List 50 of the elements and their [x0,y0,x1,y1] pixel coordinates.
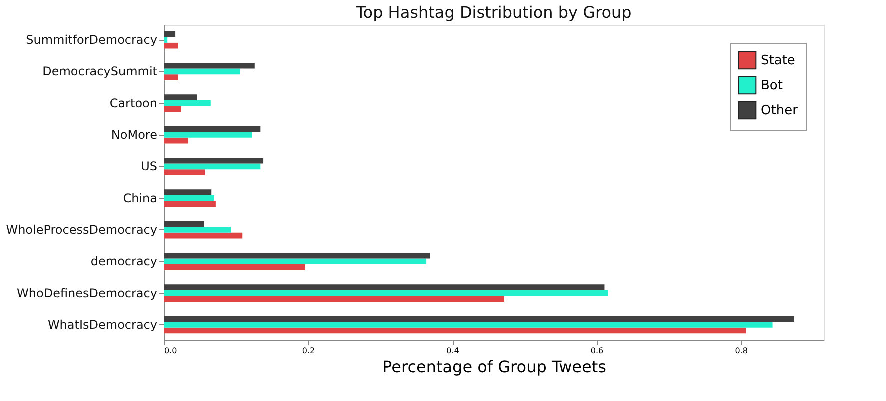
x-tick-label: 0.8 [735,346,748,356]
bar [164,190,212,196]
bar [164,138,189,144]
bar [164,158,264,164]
y-tick-label: Cartoon [110,96,158,110]
y-tick-label: NoMore [111,128,158,142]
bar [164,258,427,265]
bar [164,100,211,106]
chart-title: Top Hashtag Distribution by Group [355,3,632,22]
bar [164,37,168,43]
bar [164,316,794,322]
bar [164,201,216,208]
legend-label: Other [761,104,799,118]
bar [164,290,608,296]
bar [164,328,746,334]
bar [164,221,204,228]
bar [164,94,198,100]
x-axis-title: Percentage of Group Tweets [382,358,606,376]
bar [164,132,252,138]
y-tick-label: WhoDefinesDemocracy [17,286,158,300]
y-tick-label: SummitforDemocracy [26,33,158,48]
y-tick-label: China [123,191,158,206]
bar [164,68,240,75]
bar [164,31,176,38]
x-tick-label: 0.0 [164,346,178,356]
bar [164,170,206,176]
x-tick-label: 0.2 [302,346,316,356]
y-tick-label: US [141,160,158,174]
legend-label: Bot [761,78,783,94]
bar [164,62,255,69]
legend-label: State [761,54,796,68]
bar [164,284,605,290]
y-tick-label: democracy [90,254,158,269]
bar [164,164,261,170]
bar [164,322,773,328]
y-tick-label: WholeProcessDemocracy [6,222,158,237]
bar [164,126,261,132]
y-tick-label: WhatIsDemocracy [48,318,158,332]
x-tick-label: 0.4 [446,346,460,356]
bar [164,227,232,233]
y-tick-label: DemocracySummit [42,64,158,79]
bar [164,106,182,112]
bar [164,252,430,259]
bar [164,74,178,80]
x-tick-label: 0.6 [590,346,604,356]
bar [164,42,178,49]
bar [164,232,243,239]
bar [164,195,214,202]
bar [164,264,306,270]
bar [164,296,504,302]
